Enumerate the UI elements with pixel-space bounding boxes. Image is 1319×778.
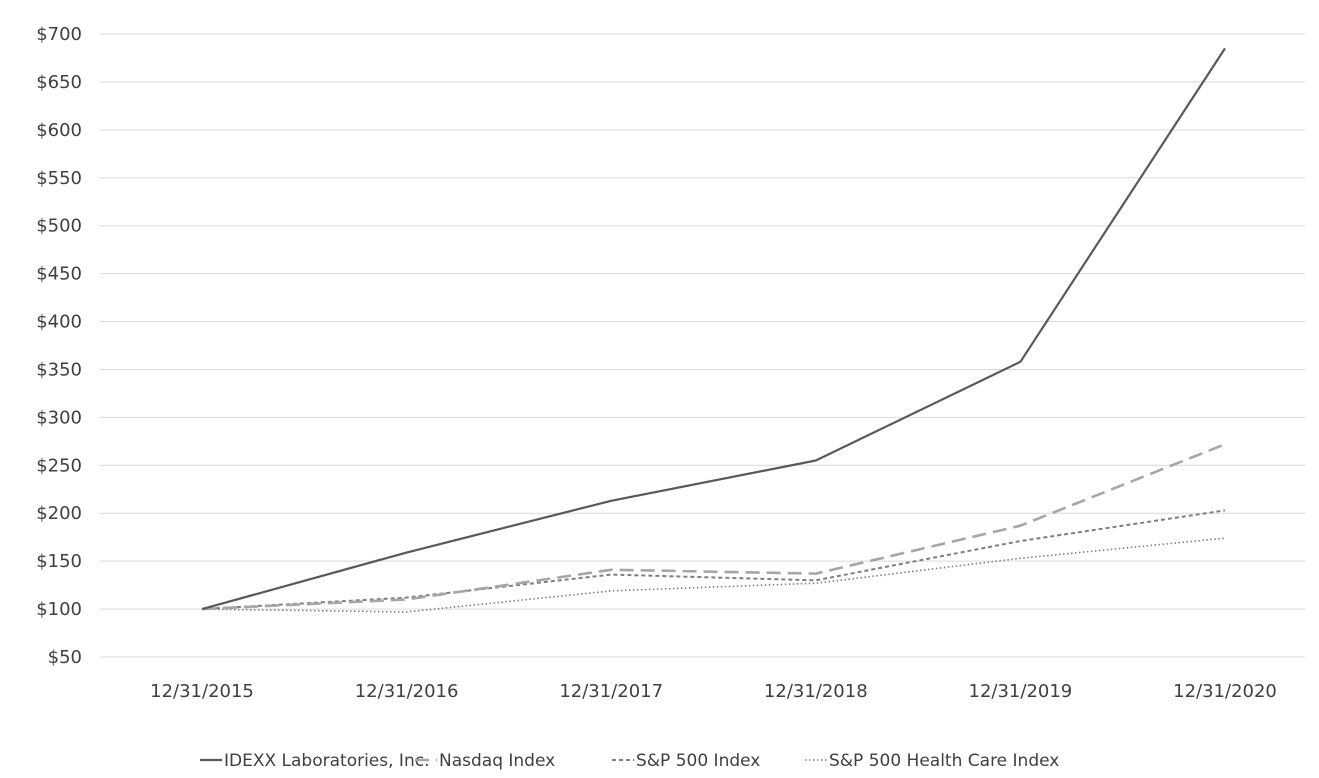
x-tick-label: 12/31/2016	[355, 681, 459, 702]
y-tick-label: $600	[36, 120, 82, 141]
x-tick-label: 12/31/2018	[764, 681, 868, 702]
series-line-idexx-laboratories-inc	[201, 47, 1226, 611]
legend-label: Nasdaq Index	[439, 751, 555, 771]
legend-label: S&P 500 Health Care Index	[829, 751, 1059, 771]
y-tick-label: $250	[36, 455, 82, 476]
y-tick-label: $300	[36, 407, 82, 428]
y-tick-label: $350	[36, 359, 82, 380]
y-tick-label: $500	[36, 216, 82, 237]
series-line-s-p-500-index	[201, 509, 1226, 611]
y-axis-tick-labels: $50 $100 $150 $200 $250 $300 $350 $400 $450 $500 $…	[36, 24, 82, 668]
y-tick-label: $200	[36, 503, 82, 524]
y-tick-label: $650	[36, 72, 82, 93]
legend: IDEXX Laboratories, Inc. Nasdaq Index S&P …	[200, 751, 1059, 771]
legend-item-s-p-500-index: S&P 500 Index	[612, 751, 760, 771]
series-line-s-p-500-health-care-index	[201, 537, 1226, 613]
y-tick-label: $400	[36, 312, 82, 333]
y-tick-label: $450	[36, 264, 82, 285]
legend-label: S&P 500 Index	[636, 751, 760, 771]
x-tick-label: 12/31/2015	[150, 681, 254, 702]
legend-item-nasdaq-index: Nasdaq Index	[415, 751, 555, 771]
legend-item-idexx-laboratories-inc: IDEXX Laboratories, Inc.	[200, 751, 429, 771]
series-lines	[201, 47, 1226, 613]
y-tick-label: $550	[36, 168, 82, 189]
series-line-nasdaq-index	[201, 443, 1226, 611]
x-axis-tick-labels: 12/31/2015 12/31/2016 12/31/2017 12/31/2018…	[150, 681, 1277, 702]
y-tick-label: $700	[36, 24, 82, 45]
legend-label: IDEXX Laboratories, Inc.	[224, 751, 429, 771]
gridlines	[100, 33, 1305, 658]
x-tick-label: 12/31/2017	[559, 681, 663, 702]
y-tick-label: $100	[36, 599, 82, 620]
y-tick-label: $50	[48, 647, 82, 668]
x-tick-label: 12/31/2019	[969, 681, 1073, 702]
x-tick-label: 12/31/2020	[1173, 681, 1277, 702]
y-tick-label: $150	[36, 551, 82, 572]
legend-item-s-p-500-health-care-index: S&P 500 Health Care Index	[805, 751, 1059, 771]
